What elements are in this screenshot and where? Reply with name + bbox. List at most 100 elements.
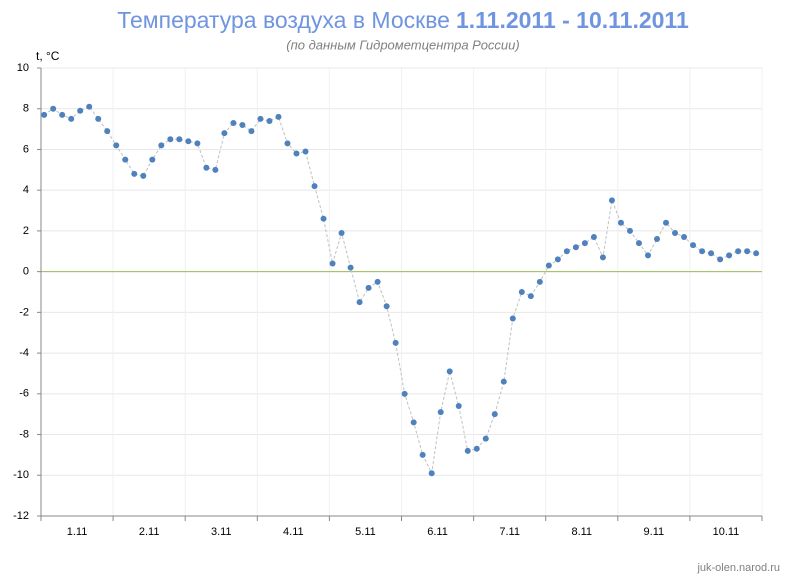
y-tick-label: -12 [13, 510, 29, 522]
data-point [644, 252, 651, 259]
x-tick-label: 9.11 [644, 526, 665, 538]
data-point [392, 339, 399, 346]
data-point [572, 244, 579, 251]
subtitle: (по данным Гидрометцентра России) [286, 37, 519, 52]
data-point [563, 248, 570, 255]
data-point [194, 140, 201, 147]
x-tick-label: 7.11 [499, 526, 520, 538]
x-tick-label: 5.11 [355, 526, 376, 538]
data-point [635, 240, 642, 247]
data-point [167, 136, 174, 143]
data-point [140, 172, 147, 179]
data-point [437, 409, 444, 416]
data-point [320, 215, 327, 222]
x-tick-label: 10.11 [713, 526, 740, 538]
data-point [735, 248, 742, 255]
data-point [663, 219, 670, 226]
data-point [365, 284, 372, 291]
data-point [581, 240, 588, 247]
chart-title: Температура воздуха в Москве 1.11.2011 - … [117, 7, 689, 33]
x-tick-label: 3.11 [211, 526, 232, 538]
y-axis-label: t, °C [36, 49, 60, 63]
data-point [599, 254, 606, 261]
data-point [654, 236, 661, 243]
y-tick-label: -4 [19, 347, 29, 359]
data-point [518, 289, 525, 295]
y-tick-label: -6 [19, 388, 29, 400]
data-point [617, 219, 624, 226]
data-point [491, 411, 498, 418]
data-point [527, 293, 534, 300]
data-point [383, 303, 390, 310]
data-point [95, 115, 102, 122]
data-point [708, 250, 715, 257]
data-point [590, 234, 597, 241]
title-dates: 1.11.2011 - 10.11.2011 [456, 7, 689, 33]
data-point [608, 197, 615, 204]
data-point [176, 136, 183, 143]
data-point [410, 419, 417, 426]
x-tick-label: 6.11 [427, 526, 448, 538]
data-point [68, 115, 75, 122]
x-tick-label: 2.11 [139, 526, 160, 538]
data-point [212, 166, 219, 173]
title-main: Температура воздуха в Москве [117, 7, 450, 33]
data-point [545, 262, 552, 269]
data-point [401, 390, 408, 397]
data-point [717, 256, 724, 263]
data-point [131, 170, 138, 177]
data-point [744, 248, 751, 255]
data-point [338, 229, 345, 236]
data-point [239, 122, 246, 129]
data-point [500, 378, 507, 385]
data-point [50, 105, 57, 112]
data-point [284, 140, 291, 147]
data-point [149, 156, 156, 163]
data-point [536, 278, 543, 285]
data-point [419, 451, 426, 458]
x-tick-label: 4.11 [283, 526, 304, 538]
data-point [275, 113, 282, 120]
data-point [446, 368, 453, 375]
y-tick-label: -2 [19, 306, 29, 318]
data-point [41, 111, 48, 118]
data-point [428, 470, 435, 477]
y-tick-label: 0 [23, 266, 29, 278]
data-point [329, 260, 336, 267]
y-tick-label: 4 [23, 184, 29, 196]
data-point [464, 447, 471, 454]
data-point [699, 248, 706, 255]
data-point [158, 142, 165, 149]
data-point [185, 138, 192, 145]
data-point [86, 103, 93, 110]
data-point [311, 183, 318, 190]
footer: juk-olen.narod.ru [696, 562, 780, 574]
data-point [266, 117, 273, 124]
data-point [753, 250, 760, 257]
x-tick-label: 8.11 [571, 526, 592, 538]
data-point [347, 264, 354, 271]
data-point [230, 119, 237, 126]
data-point [726, 252, 733, 259]
data-point [455, 403, 462, 410]
data-point [626, 227, 633, 234]
data-point [509, 315, 516, 322]
y-tick-label: -10 [13, 469, 29, 481]
x-tick-label: 1.11 [67, 526, 88, 538]
data-point [672, 229, 679, 236]
data-point [203, 164, 210, 171]
data-point [59, 111, 66, 118]
data-point [482, 435, 489, 442]
y-tick-label: 6 [23, 143, 29, 155]
data-point [293, 150, 300, 157]
data-point [77, 107, 84, 114]
data-point [356, 299, 363, 306]
data-point [122, 156, 129, 163]
data-point [248, 128, 255, 135]
data-point [104, 128, 111, 135]
data-point [113, 142, 120, 149]
data-point [257, 115, 264, 122]
data-point [473, 445, 480, 452]
data-point [690, 242, 697, 249]
